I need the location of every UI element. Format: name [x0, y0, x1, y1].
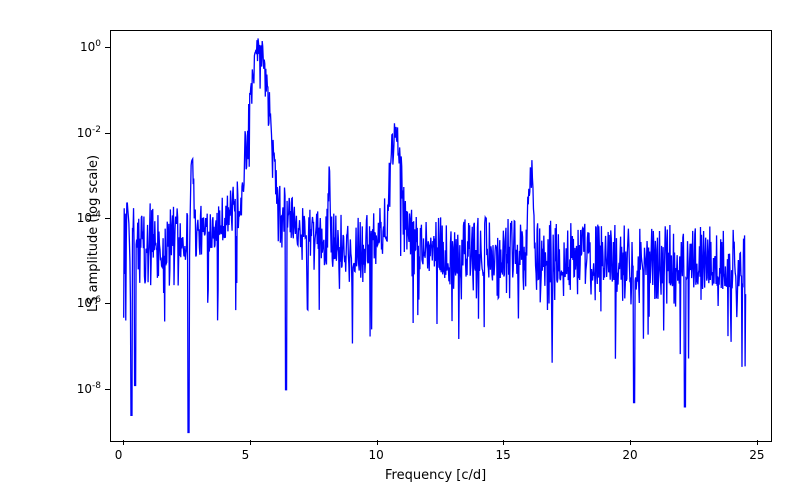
y-tick-label: 10-2 [77, 125, 101, 140]
y-tick-label: 10-4 [77, 210, 101, 225]
x-tick-label: 0 [115, 448, 123, 462]
x-tick [757, 440, 758, 445]
x-tick-label: 25 [749, 448, 764, 462]
y-tick-label: 100 [80, 39, 101, 54]
y-tick [105, 389, 110, 390]
y-tick [105, 133, 110, 134]
x-tick-label: 20 [622, 448, 637, 462]
x-tick [503, 440, 504, 445]
x-tick [123, 440, 124, 445]
y-tick [105, 303, 110, 304]
y-tick [105, 218, 110, 219]
x-tick [250, 440, 251, 445]
figure: LS amplitude (log scale) Frequency [c/d]… [0, 0, 800, 500]
y-tick-label: 10-8 [77, 381, 101, 396]
y-axis-label: LS amplitude (log scale) [86, 155, 101, 312]
x-tick-label: 10 [369, 448, 384, 462]
x-axis-label: Frequency [c/d] [385, 468, 486, 483]
x-tick [377, 440, 378, 445]
x-tick-label: 5 [242, 448, 250, 462]
y-tick-label: 10-6 [77, 295, 101, 310]
y-tick [105, 47, 110, 48]
x-tick [630, 440, 631, 445]
plot-area [110, 30, 772, 442]
x-tick-label: 15 [495, 448, 510, 462]
spectrum-line [111, 31, 771, 441]
